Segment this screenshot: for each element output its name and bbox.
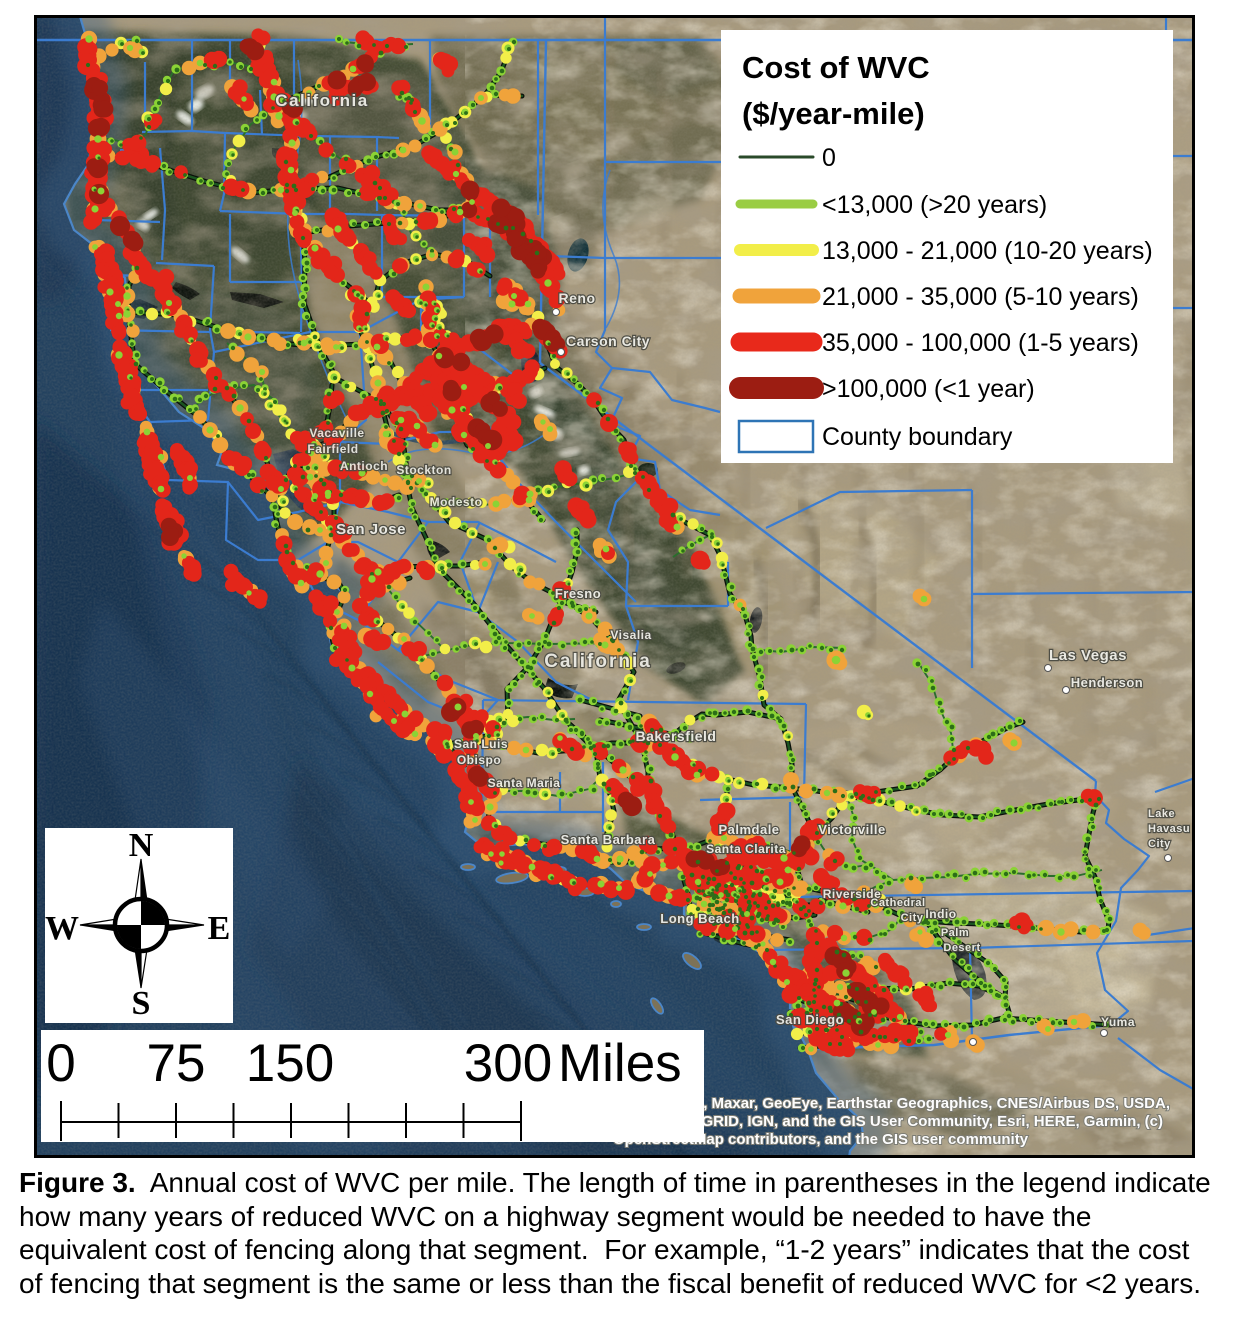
svg-text:Santa Barbara: Santa Barbara [561, 832, 656, 847]
svg-text:Fairfield: Fairfield [307, 442, 358, 456]
svg-text:County boundary: County boundary [822, 423, 1013, 451]
svg-text:Santa Maria: Santa Maria [488, 776, 561, 790]
svg-text:San Luis: San Luis [454, 737, 508, 751]
svg-text:35,000 - 100,000 (1-5 years): 35,000 - 100,000 (1-5 years) [822, 329, 1139, 357]
svg-text:California: California [275, 91, 368, 110]
svg-text:21,000 - 35,000 (5-10 years): 21,000 - 35,000 (5-10 years) [822, 283, 1139, 311]
svg-text:Antioch: Antioch [340, 459, 388, 473]
svg-text:, Maxar, GeoEye, Earthstar Geo: , Maxar, GeoEye, Earthstar Geographics, … [703, 1095, 1170, 1112]
svg-text:75: 75 [147, 1034, 206, 1093]
svg-text:GRID, IGN, and the GIS User Co: GRID, IGN, and the GIS User Community, E… [702, 1113, 1163, 1130]
svg-text:Lake: Lake [1148, 808, 1175, 820]
svg-text:Long Beach: Long Beach [660, 911, 739, 926]
svg-text:S: S [132, 985, 151, 1022]
svg-text:Riverside: Riverside [823, 887, 882, 901]
svg-text:San Diego: San Diego [776, 1012, 844, 1027]
svg-text:Stockton: Stockton [396, 463, 451, 477]
svg-text:Fresno: Fresno [555, 586, 601, 601]
svg-text:Carson City: Carson City [566, 333, 650, 349]
svg-text:Yuma: Yuma [1101, 1015, 1135, 1029]
svg-text:W: W [45, 910, 79, 947]
svg-text:OpenStreetMap contributors, an: OpenStreetMap contributors, and the GIS … [613, 1131, 1029, 1148]
svg-text:13,000 - 21,000 (10-20 years): 13,000 - 21,000 (10-20 years) [822, 237, 1153, 265]
svg-text:Miles: Miles [558, 1034, 682, 1093]
svg-text:>100,000 (<1 year): >100,000 (<1 year) [822, 375, 1035, 403]
svg-text:California: California [544, 651, 652, 672]
svg-text:300: 300 [464, 1034, 552, 1093]
svg-text:Vacaville: Vacaville [309, 426, 364, 440]
svg-text:Victorville: Victorville [818, 822, 885, 837]
svg-text:($/year-mile): ($/year-mile) [742, 96, 925, 131]
svg-text:<13,000 (>20 years): <13,000 (>20 years) [822, 191, 1047, 219]
svg-text:Palmdale: Palmdale [718, 822, 779, 837]
svg-text:Havasu: Havasu [1148, 823, 1190, 835]
svg-text:Obispo: Obispo [457, 753, 501, 767]
svg-text:Cost of WVC: Cost of WVC [742, 50, 930, 85]
svg-text:San Jose: San Jose [336, 521, 406, 538]
svg-text:150: 150 [246, 1034, 334, 1093]
svg-text:Henderson: Henderson [1071, 675, 1143, 690]
svg-text:Modesto: Modesto [430, 495, 483, 509]
svg-text:Visalia: Visalia [610, 628, 651, 642]
svg-text:Indio: Indio [925, 907, 956, 921]
svg-text:Desert: Desert [943, 942, 980, 954]
svg-text:City: City [1148, 838, 1171, 850]
svg-text:Palm: Palm [941, 927, 969, 939]
svg-text:Santa Clarita: Santa Clarita [706, 842, 786, 856]
svg-text:E: E [208, 910, 231, 947]
svg-text:Bakersfield: Bakersfield [636, 728, 717, 744]
svg-text:0: 0 [822, 144, 836, 172]
svg-text:0: 0 [46, 1034, 75, 1093]
svg-text:N: N [129, 827, 154, 864]
svg-text:City: City [901, 912, 924, 924]
svg-text:Reno: Reno [559, 290, 596, 306]
svg-text:Las Vegas: Las Vegas [1049, 647, 1127, 664]
svg-text:Cathedral: Cathedral [870, 897, 925, 909]
